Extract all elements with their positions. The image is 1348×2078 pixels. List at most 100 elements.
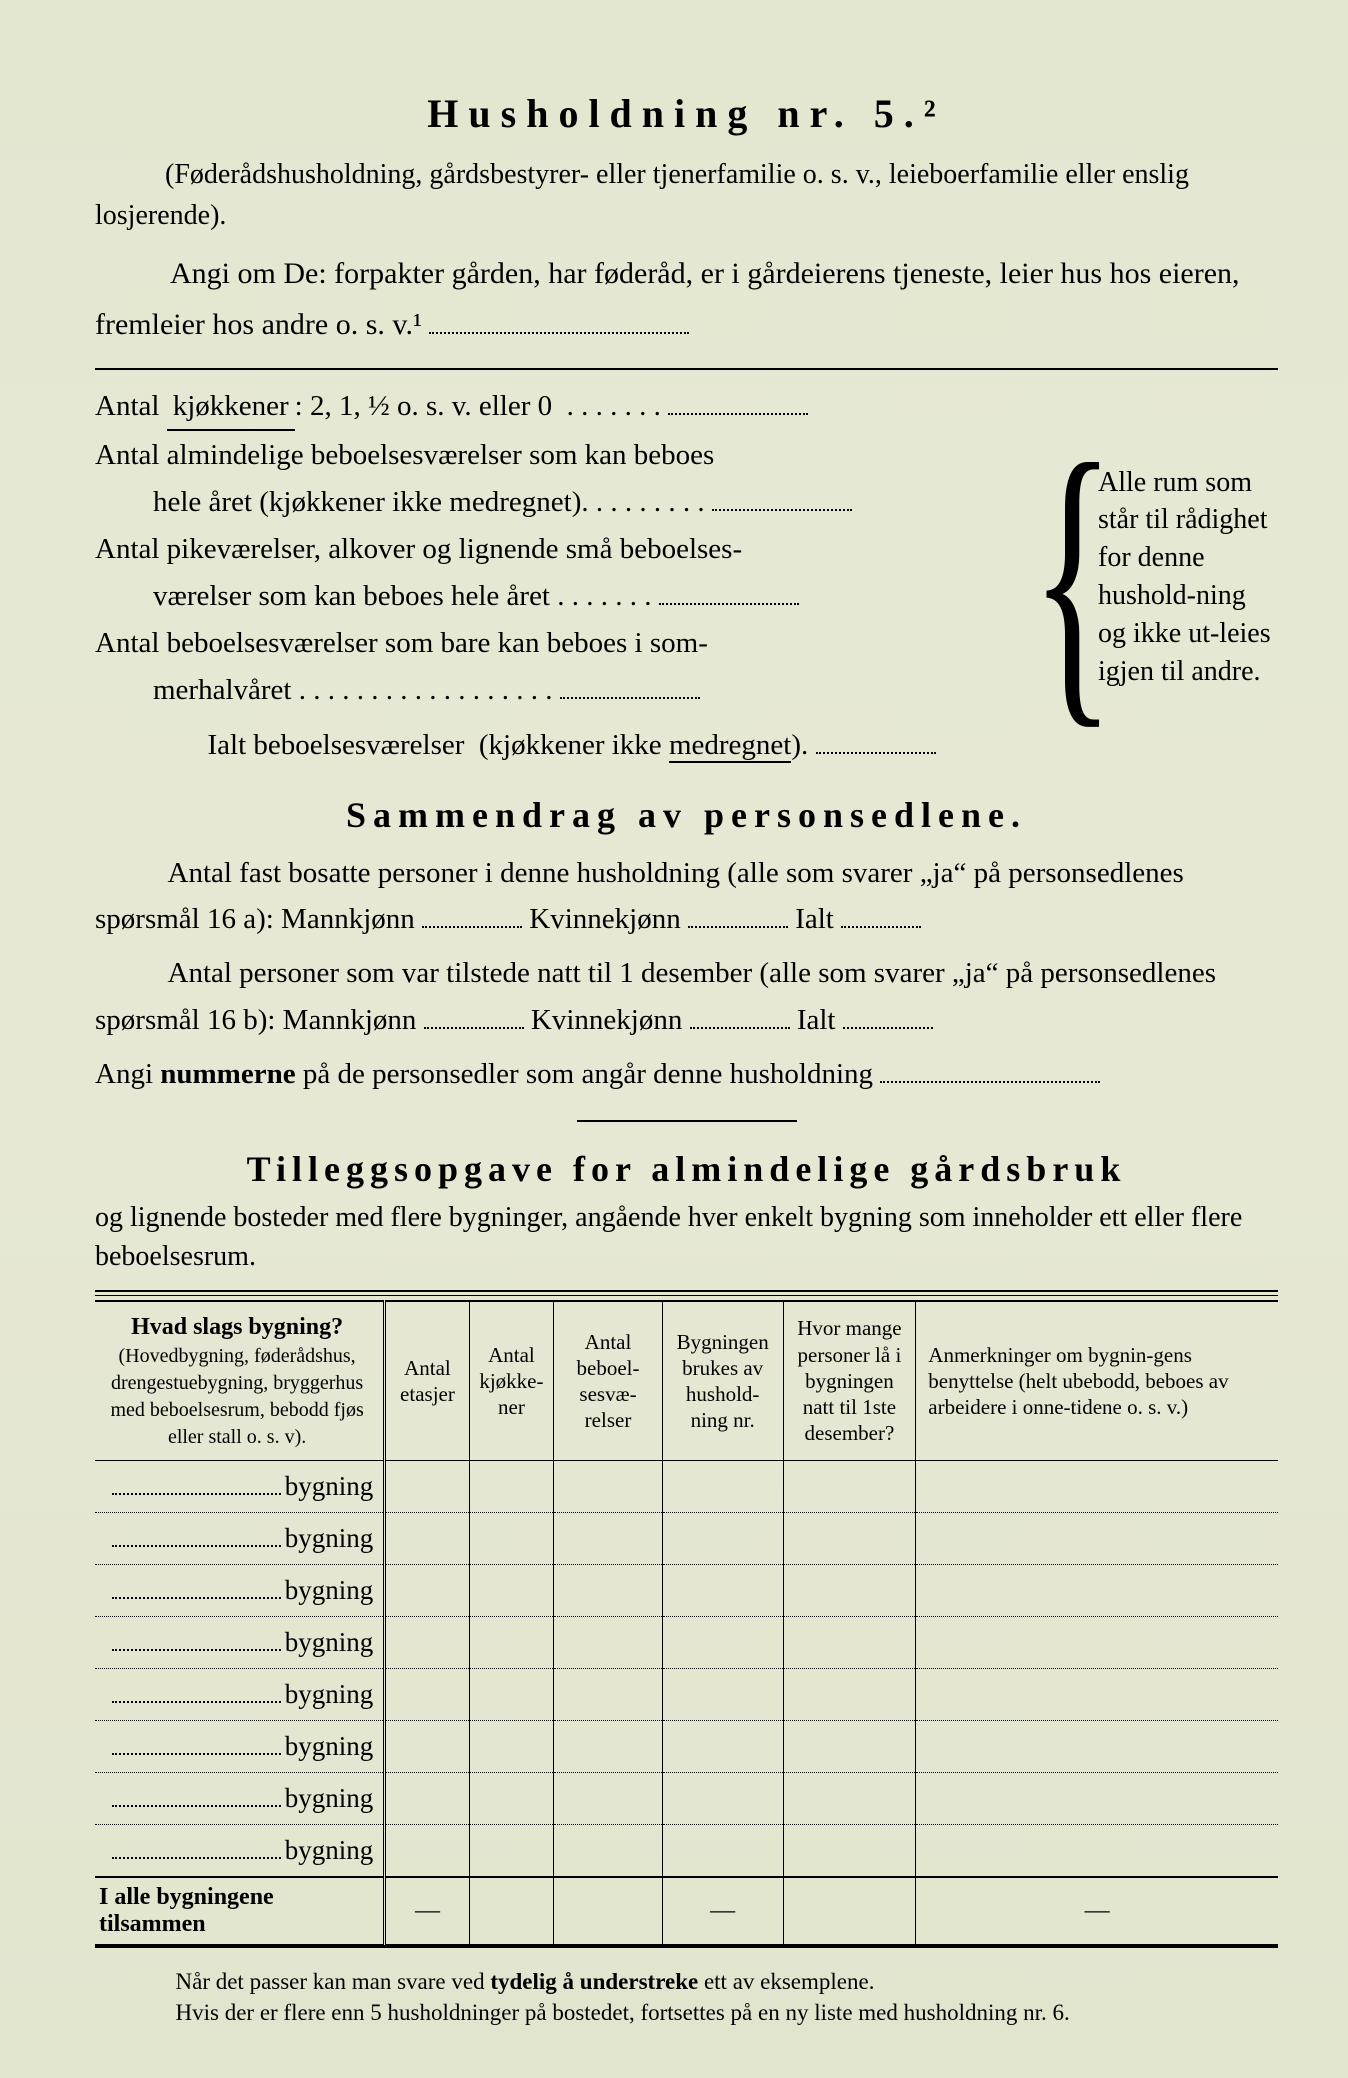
table-row: bygning [95, 1825, 1278, 1877]
section-summary-heading: Sammendrag av personsedlene. [95, 794, 1278, 836]
total-rooms[interactable] [554, 1877, 663, 1945]
numbers-post: på de personsedler som angår denne husho… [296, 1058, 873, 1090]
fill-rooms-common[interactable] [712, 485, 852, 511]
cell-used-by[interactable] [662, 1721, 783, 1773]
cell-kitchens[interactable] [469, 1773, 553, 1825]
cell-building-type[interactable]: bygning [95, 1565, 385, 1617]
table-row: bygning [95, 1617, 1278, 1669]
cell-floors[interactable] [385, 1669, 469, 1721]
cell-kitchens[interactable] [469, 1669, 553, 1721]
cell-remarks[interactable] [916, 1825, 1278, 1877]
cell-building-type[interactable]: bygning [95, 1461, 385, 1513]
th-used-by: Bygningen brukes av hushold-ning nr. [662, 1301, 783, 1461]
total-persons[interactable] [783, 1877, 916, 1945]
fill-rooms-small[interactable] [659, 579, 799, 605]
cell-floors[interactable] [385, 1461, 469, 1513]
rooms-line3a: Antal pikeværelser, alkover og lignende … [95, 527, 1048, 572]
cell-used-by[interactable] [662, 1825, 783, 1877]
curly-brace-icon: { [1052, 384, 1094, 770]
cell-rooms[interactable] [554, 1825, 663, 1877]
cell-building-type[interactable]: bygning [95, 1513, 385, 1565]
cell-rooms[interactable] [554, 1721, 663, 1773]
cell-kitchens[interactable] [469, 1565, 553, 1617]
cell-kitchens[interactable] [469, 1721, 553, 1773]
buildings-table: Hvad slags bygning? (Hovedbygning, føder… [95, 1300, 1278, 1945]
cell-remarks[interactable] [916, 1669, 1278, 1721]
fill-total-b[interactable] [843, 1004, 933, 1029]
rooms-section: Antal kjøkkener: 2, 1, ½ o. s. v. eller … [95, 384, 1278, 770]
cell-floors[interactable] [385, 1565, 469, 1617]
fill-kitchens[interactable] [668, 389, 808, 415]
cell-remarks[interactable] [916, 1773, 1278, 1825]
cell-kitchens[interactable] [469, 1825, 553, 1877]
cell-persons[interactable] [783, 1461, 916, 1513]
cell-persons[interactable] [783, 1721, 916, 1773]
cell-rooms[interactable] [554, 1461, 663, 1513]
census-form-page: Husholdning nr. 5.² (Føderådshusholdning… [0, 0, 1348, 2078]
cell-remarks[interactable] [916, 1513, 1278, 1565]
cell-floors[interactable] [385, 1617, 469, 1669]
table-row: bygning [95, 1513, 1278, 1565]
cell-used-by[interactable] [662, 1773, 783, 1825]
short-divider [577, 1120, 797, 1122]
intro-instruction: Angi om De: forpakter gården, har føderå… [95, 248, 1278, 350]
cell-kitchens[interactable] [469, 1461, 553, 1513]
fill-male-a[interactable] [422, 903, 522, 928]
fill-line[interactable] [429, 307, 689, 334]
label-female-a: Kvinnekjønn [529, 903, 680, 935]
cell-rooms[interactable] [554, 1565, 663, 1617]
cell-building-type[interactable]: bygning [95, 1617, 385, 1669]
rooms-line4b: merhalvåret . . . . . . . . . . . . . . … [153, 674, 552, 706]
kitchens-label: Antal kjøkkener: 2, 1, ½ o. s. v. eller … [95, 390, 661, 422]
fill-total-a[interactable] [841, 903, 921, 928]
fill-rooms-summer[interactable] [560, 673, 700, 699]
numbers-bold: nummerne [160, 1058, 295, 1090]
rooms-line2a: Antal almindelige beboelsesværelser som … [95, 433, 1048, 478]
th-rooms: Antal beboel-sesvæ-relser [554, 1301, 663, 1461]
total-dash-1: — [385, 1877, 469, 1945]
cell-rooms[interactable] [554, 1513, 663, 1565]
cell-remarks[interactable] [916, 1617, 1278, 1669]
total-kitchens[interactable] [469, 1877, 553, 1945]
table-row: bygning [95, 1721, 1278, 1773]
cell-persons[interactable] [783, 1773, 916, 1825]
cell-building-type[interactable]: bygning [95, 1773, 385, 1825]
cell-used-by[interactable] [662, 1513, 783, 1565]
cell-used-by[interactable] [662, 1461, 783, 1513]
fill-numbers[interactable] [880, 1059, 1100, 1084]
cell-floors[interactable] [385, 1773, 469, 1825]
resident-count-para: Antal fast bosatte personer i denne hush… [95, 850, 1278, 943]
table-body: bygningbygningbygningbygningbygningbygni… [95, 1461, 1278, 1877]
fill-male-b[interactable] [424, 1004, 524, 1029]
footnote-block: Når det passer kan man svare ved tydelig… [95, 1966, 1278, 2028]
label-total-b: Ialt [797, 1004, 836, 1036]
section-supplementary-sub: og lignende bosteder med flere bygninger… [95, 1198, 1278, 1276]
rooms-line3b: værelser som kan beboes hele året . . . … [153, 580, 652, 612]
cell-rooms[interactable] [554, 1669, 663, 1721]
cell-persons[interactable] [783, 1513, 916, 1565]
cell-used-by[interactable] [662, 1565, 783, 1617]
cell-rooms[interactable] [554, 1773, 663, 1825]
cell-remarks[interactable] [916, 1461, 1278, 1513]
cell-building-type[interactable]: bygning [95, 1721, 385, 1773]
cell-persons[interactable] [783, 1669, 916, 1721]
cell-kitchens[interactable] [469, 1513, 553, 1565]
rooms-margin-note: Alle rum som står til rådighet for denne… [1098, 384, 1278, 770]
cell-floors[interactable] [385, 1825, 469, 1877]
cell-persons[interactable] [783, 1565, 916, 1617]
cell-remarks[interactable] [916, 1721, 1278, 1773]
cell-remarks[interactable] [916, 1565, 1278, 1617]
fill-rooms-total[interactable] [816, 728, 936, 754]
fill-female-b[interactable] [690, 1004, 790, 1029]
cell-persons[interactable] [783, 1617, 916, 1669]
cell-floors[interactable] [385, 1721, 469, 1773]
cell-building-type[interactable]: bygning [95, 1825, 385, 1877]
cell-kitchens[interactable] [469, 1617, 553, 1669]
cell-used-by[interactable] [662, 1669, 783, 1721]
cell-used-by[interactable] [662, 1617, 783, 1669]
cell-floors[interactable] [385, 1513, 469, 1565]
fill-female-a[interactable] [688, 903, 788, 928]
cell-building-type[interactable]: bygning [95, 1669, 385, 1721]
cell-persons[interactable] [783, 1825, 916, 1877]
cell-rooms[interactable] [554, 1617, 663, 1669]
